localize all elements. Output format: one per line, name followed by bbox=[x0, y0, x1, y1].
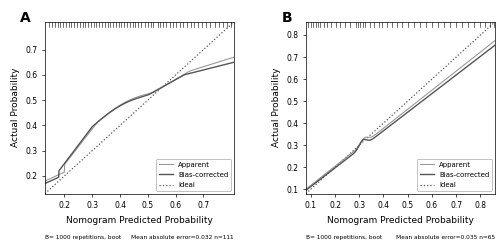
X-axis label: Nomogram Predicted Probability: Nomogram Predicted Probability bbox=[66, 216, 213, 225]
Apparent bbox=[132, 96, 138, 99]
Text: B= 1000 repetitions, boot: B= 1000 repetitions, boot bbox=[306, 235, 382, 240]
Apparent bbox=[405, 107, 411, 110]
Bias-corrected bbox=[144, 94, 150, 97]
Y-axis label: Actual Probability: Actual Probability bbox=[272, 68, 280, 147]
Bias-corrected bbox=[488, 47, 494, 50]
Bias-corrected bbox=[197, 69, 203, 72]
Text: B= 1000 repetitions, boot: B= 1000 repetitions, boot bbox=[45, 235, 121, 240]
Apparent bbox=[231, 56, 237, 59]
Apparent bbox=[154, 89, 160, 91]
Apparent bbox=[303, 188, 309, 191]
Bias-corrected bbox=[42, 182, 48, 185]
Line: Bias-corrected: Bias-corrected bbox=[45, 62, 234, 183]
Apparent bbox=[144, 93, 150, 96]
Bias-corrected bbox=[303, 189, 309, 192]
Bias-corrected bbox=[416, 102, 422, 105]
Bias-corrected bbox=[492, 44, 498, 47]
Bias-corrected bbox=[154, 88, 160, 91]
Line: Bias-corrected: Bias-corrected bbox=[306, 45, 495, 190]
Bias-corrected bbox=[226, 62, 232, 65]
Y-axis label: Actual Probability: Actual Probability bbox=[10, 68, 20, 147]
Apparent bbox=[492, 39, 498, 42]
Apparent bbox=[488, 43, 494, 46]
Text: B: B bbox=[282, 11, 292, 25]
Legend: Apparent, Bias-corrected, Ideal: Apparent, Bias-corrected, Ideal bbox=[417, 159, 492, 191]
Apparent bbox=[42, 180, 48, 182]
Text: A: A bbox=[20, 11, 31, 25]
Legend: Apparent, Bias-corrected, Ideal: Apparent, Bias-corrected, Ideal bbox=[156, 159, 232, 191]
Apparent bbox=[458, 66, 464, 69]
Apparent bbox=[197, 66, 203, 69]
X-axis label: Nomogram Predicted Probability: Nomogram Predicted Probability bbox=[327, 216, 474, 225]
Bias-corrected bbox=[405, 110, 411, 113]
Bias-corrected bbox=[132, 98, 138, 100]
Bias-corrected bbox=[231, 61, 237, 64]
Bias-corrected bbox=[392, 120, 398, 123]
Text: Mean absolute error=0.032 n=111: Mean absolute error=0.032 n=111 bbox=[132, 235, 234, 240]
Apparent bbox=[394, 116, 400, 119]
Bias-corrected bbox=[133, 97, 139, 100]
Apparent bbox=[416, 99, 422, 102]
Text: Mean absolute error=0.035 n=65: Mean absolute error=0.035 n=65 bbox=[396, 235, 495, 240]
Apparent bbox=[226, 57, 232, 60]
Bias-corrected bbox=[394, 119, 400, 122]
Line: Apparent: Apparent bbox=[306, 41, 495, 189]
Line: Apparent: Apparent bbox=[45, 57, 234, 181]
Apparent bbox=[392, 117, 398, 120]
Apparent bbox=[133, 96, 139, 99]
Bias-corrected bbox=[458, 70, 464, 73]
